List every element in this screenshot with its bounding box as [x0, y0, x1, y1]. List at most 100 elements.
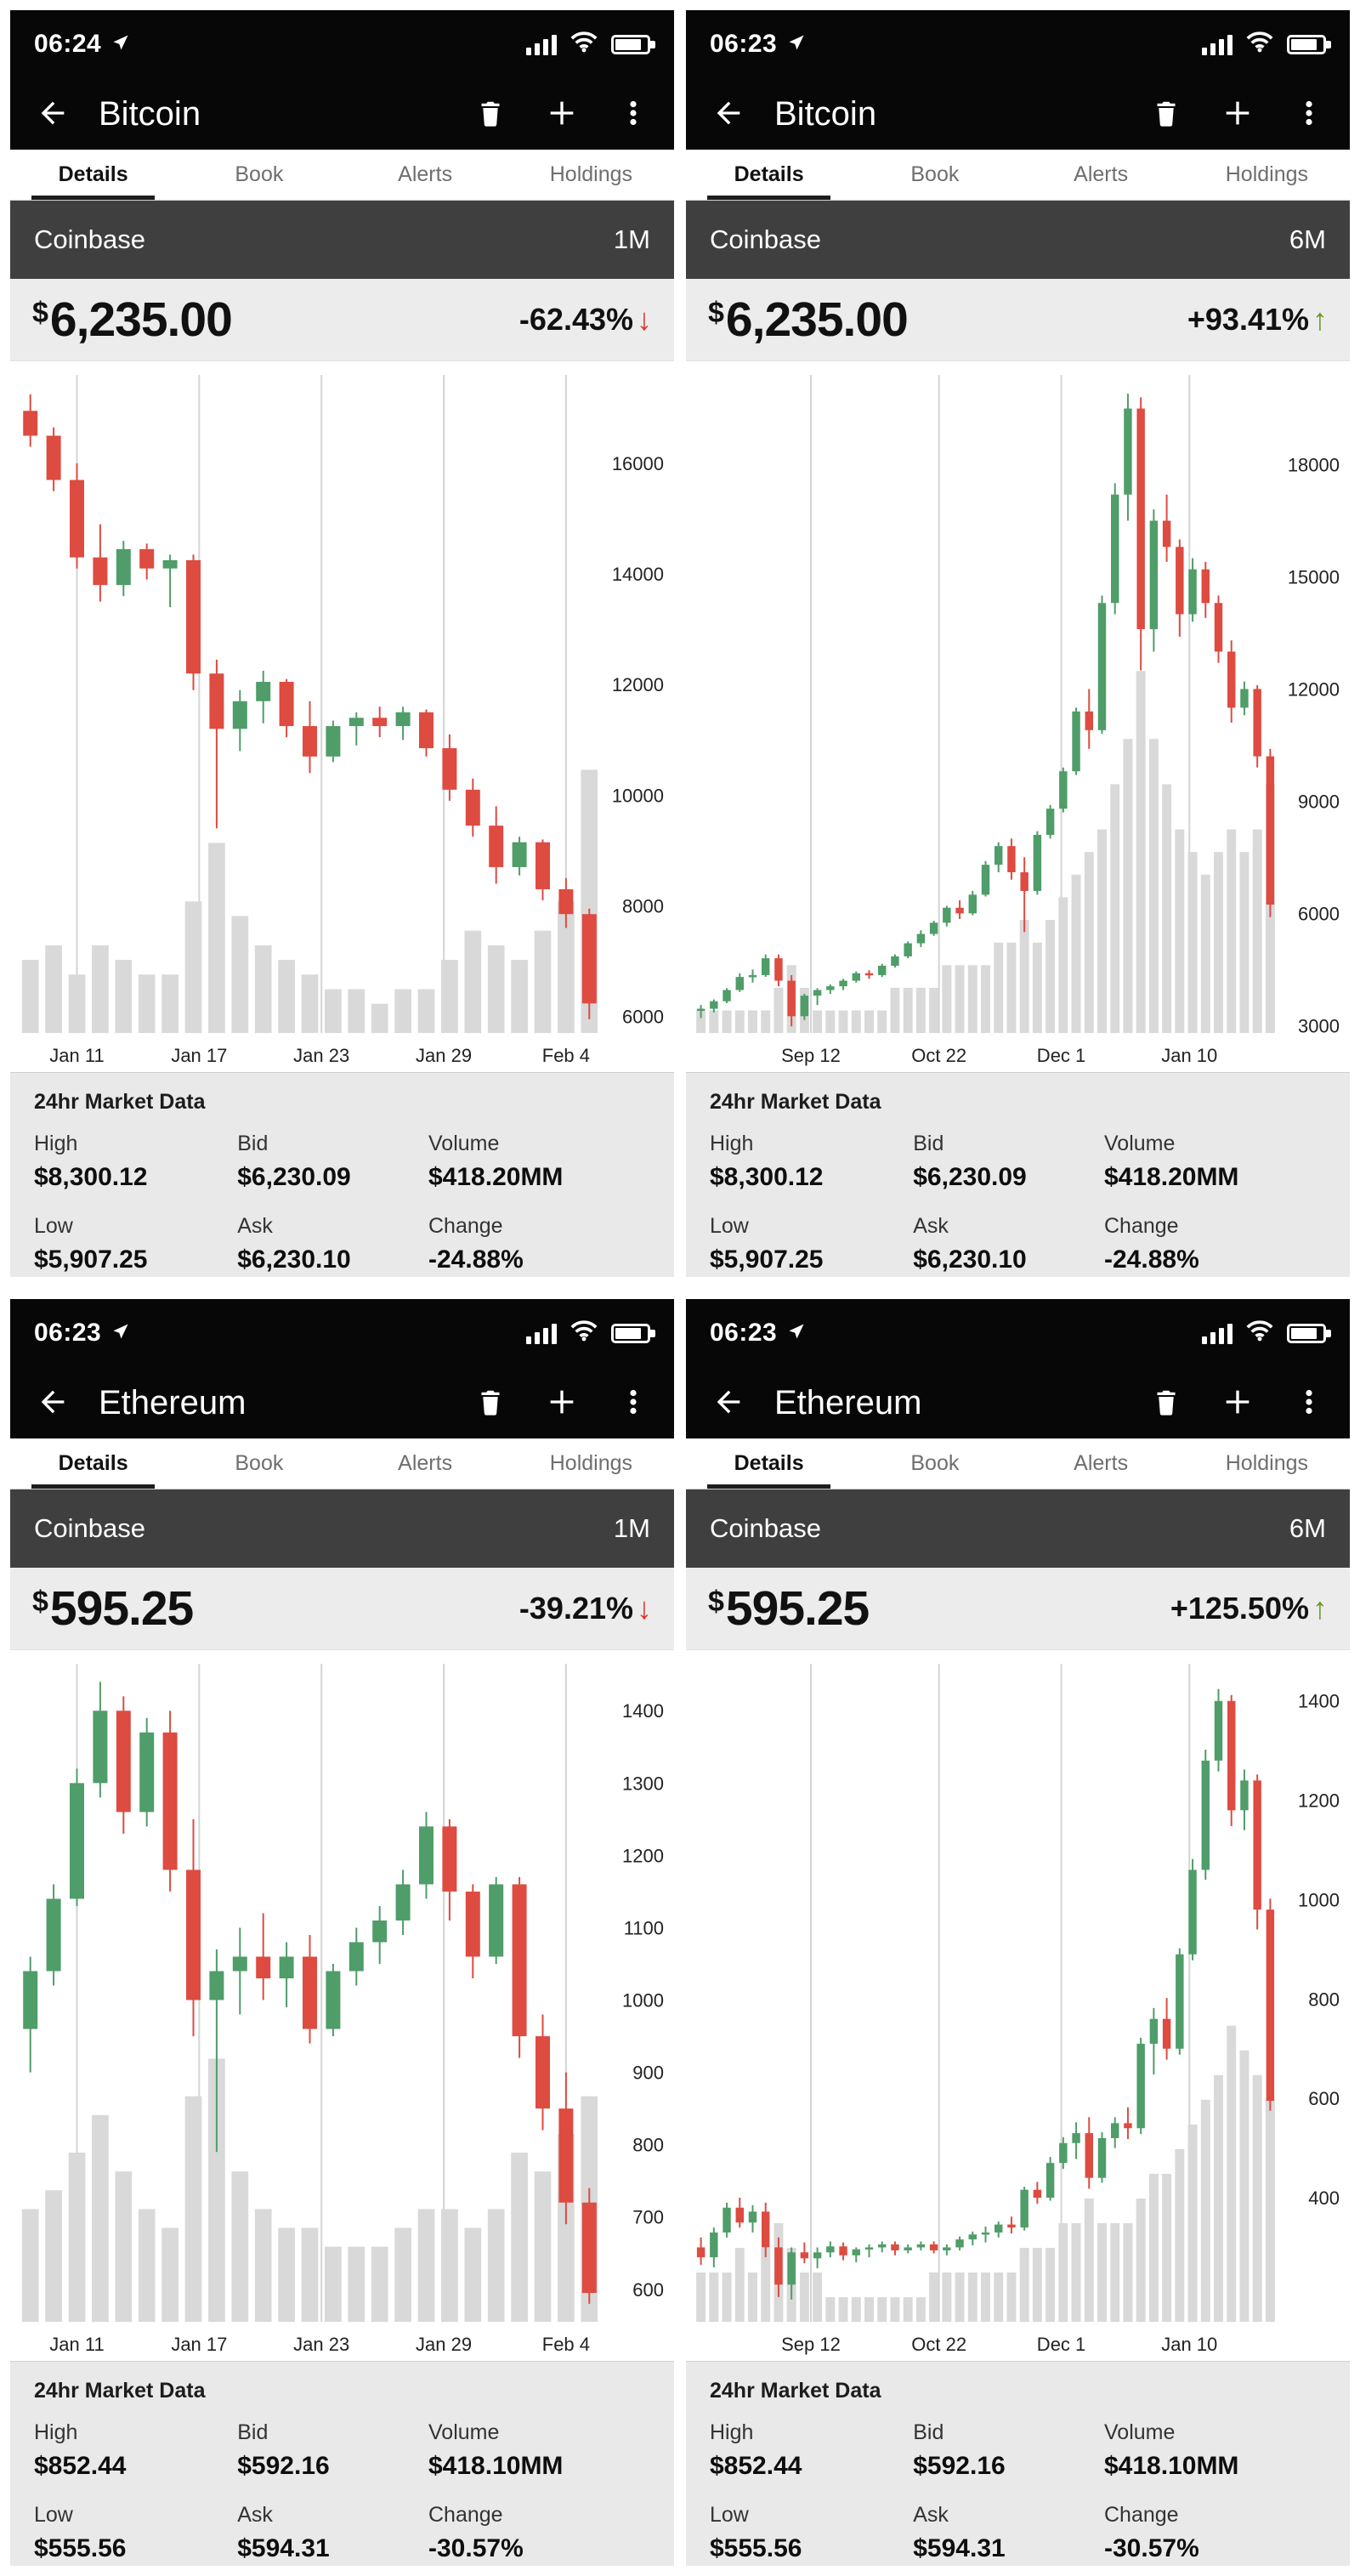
tab-details[interactable]: Details: [686, 150, 852, 200]
status-time: 06:24: [34, 30, 102, 58]
price-change: -62.43% ↓: [519, 302, 652, 338]
back-button[interactable]: [708, 93, 749, 136]
tab-details[interactable]: Details: [686, 1438, 852, 1489]
tab-bar: Details Book Alerts Holdings: [10, 150, 674, 201]
overflow-menu-button[interactable]: [1290, 94, 1328, 134]
add-button[interactable]: [1217, 93, 1258, 136]
svg-text:14000: 14000: [612, 564, 664, 585]
tab-book[interactable]: Book: [235, 162, 284, 186]
market-cell-low: Low $5,907.25: [34, 1214, 148, 1274]
chart-area: Sep 12 Oct 22 Dec 1 Jan 10 18000 15000 12000 90…: [686, 360, 1350, 1073]
app-header: Ethereum: [686, 1367, 1350, 1438]
signal-strength-icon: [526, 33, 557, 55]
trash-icon: [1151, 98, 1182, 131]
exchange-name[interactable]: Coinbase: [710, 1513, 821, 1543]
delete-button[interactable]: [472, 1383, 509, 1423]
tab-alerts[interactable]: Alerts: [1074, 1451, 1129, 1475]
svg-text:700: 700: [632, 2207, 664, 2228]
price-value: $6,235.00: [708, 292, 909, 348]
timeframe-selector[interactable]: 1M: [613, 1513, 650, 1543]
add-button[interactable]: [541, 1382, 582, 1425]
tab-book[interactable]: Book: [910, 162, 960, 186]
price-change: +93.41% ↑: [1187, 302, 1328, 338]
tab-holdings[interactable]: Holdings: [549, 1451, 633, 1475]
svg-text:600: 600: [632, 2279, 664, 2301]
change-arrow: ↓: [637, 1591, 652, 1626]
market-data-grid: High $852.44 Bid $592.16 Volume $418.10M…: [710, 2420, 1326, 2563]
market-data-section: 24hr Market Data High $8,300.12 Bid $6,2…: [686, 1073, 1350, 1277]
price-chart[interactable]: Sep 12 Oct 22 Dec 1 Jan 10 1400 1200 1000 800 60…: [686, 1650, 1350, 2361]
tab-holdings[interactable]: Holdings: [1225, 162, 1309, 186]
kebab-menu-icon: [1294, 1387, 1324, 1420]
svg-text:1400: 1400: [622, 1700, 664, 1722]
price-chart[interactable]: Jan 11 Jan 17 Jan 23 Jan 29 Feb 4 1400 1300 120…: [10, 1650, 674, 2361]
add-button[interactable]: [1217, 1382, 1258, 1425]
price-row: $595.25 +125.50% ↑: [686, 1568, 1350, 1649]
delete-button[interactable]: [472, 94, 509, 134]
tab-details[interactable]: Details: [10, 150, 176, 200]
status-time: 06:23: [710, 1319, 778, 1347]
back-button[interactable]: [708, 1382, 749, 1425]
status-time: 06:23: [34, 1319, 102, 1347]
wifi-icon: [570, 1320, 598, 1346]
overflow-menu-button[interactable]: [615, 94, 652, 134]
overflow-menu-button[interactable]: [615, 1383, 652, 1423]
svg-text:Jan 29: Jan 29: [416, 1045, 472, 1066]
trash-icon: [475, 1387, 506, 1420]
svg-text:Jan 29: Jan 29: [416, 2334, 472, 2355]
page-title: Ethereum: [99, 1383, 246, 1421]
currency-symbol: $: [708, 1586, 724, 1618]
price-chart[interactable]: Jan 11 Jan 17 Jan 23 Jan 29 Feb 4 16000 14000 1…: [10, 361, 674, 1072]
battery-icon: [1287, 34, 1331, 54]
back-button[interactable]: [32, 93, 73, 136]
market-data-grid: High $852.44 Bid $592.16 Volume $418.10M…: [34, 2420, 650, 2563]
page-title: Ethereum: [774, 1383, 922, 1421]
svg-text:1000: 1000: [1298, 1889, 1340, 1910]
tab-book[interactable]: Book: [910, 1451, 960, 1475]
plus-icon: [545, 1385, 579, 1421]
market-data-section: 24hr Market Data High $8,300.12 Bid $6,2…: [10, 1073, 674, 1277]
market-cell-bid: Bid $6,230.09: [237, 1132, 351, 1191]
market-cell-bid: Bid $592.16: [913, 2420, 1006, 2480]
exchange-name[interactable]: Coinbase: [710, 224, 821, 254]
overflow-menu-button[interactable]: [1290, 1383, 1328, 1423]
svg-text:1400: 1400: [1298, 1691, 1340, 1712]
tab-details[interactable]: Details: [10, 1438, 176, 1489]
tab-holdings[interactable]: Holdings: [549, 162, 633, 186]
tab-alerts[interactable]: Alerts: [1074, 162, 1129, 186]
currency-symbol: $: [32, 1586, 48, 1618]
exchange-name[interactable]: Coinbase: [34, 224, 145, 254]
svg-text:6000: 6000: [622, 1007, 664, 1028]
delete-button[interactable]: [1148, 94, 1185, 134]
market-cell-bid: Bid $592.16: [237, 2420, 330, 2480]
back-arrow-icon: [711, 96, 745, 133]
tab-alerts[interactable]: Alerts: [398, 1451, 453, 1475]
coin-panel: 06:24: [10, 10, 674, 1277]
battery-icon: [611, 34, 655, 54]
tab-book[interactable]: Book: [235, 1451, 284, 1475]
market-data-heading: 24hr Market Data: [34, 1090, 206, 1114]
tab-holdings[interactable]: Holdings: [1225, 1451, 1309, 1475]
market-cell-ask: Ask $594.31: [237, 2503, 330, 2562]
timeframe-selector[interactable]: 1M: [613, 224, 650, 254]
signal-strength-icon: [1202, 1322, 1232, 1344]
delete-button[interactable]: [1148, 1383, 1185, 1423]
timeframe-selector[interactable]: 6M: [1289, 224, 1326, 254]
market-cell-volume: Volume $418.20MM: [428, 1132, 564, 1191]
svg-text:Jan 17: Jan 17: [171, 1045, 227, 1066]
currency-symbol: $: [32, 297, 48, 329]
back-button[interactable]: [32, 1382, 73, 1425]
market-cell-volume: Volume $418.20MM: [1104, 1132, 1239, 1191]
price-chart[interactable]: Sep 12 Oct 22 Dec 1 Jan 10 18000 15000 12000 90…: [686, 361, 1350, 1072]
screenshot-grid: 06:24: [10, 10, 1350, 2566]
exchange-name[interactable]: Coinbase: [34, 1513, 145, 1543]
timeframe-selector[interactable]: 6M: [1289, 1513, 1326, 1543]
tab-alerts[interactable]: Alerts: [398, 162, 453, 186]
add-button[interactable]: [541, 93, 582, 136]
tab-bar: Details Book Alerts Holdings: [10, 1438, 674, 1489]
market-cell-high: High $852.44: [710, 2420, 802, 2480]
price-change: +125.50% ↑: [1170, 1591, 1328, 1626]
market-cell-high: High $852.44: [34, 2420, 127, 2480]
location-arrow-icon: [111, 1322, 130, 1345]
market-data-section: 24hr Market Data High $852.44 Bid $592.1…: [686, 2362, 1350, 2566]
